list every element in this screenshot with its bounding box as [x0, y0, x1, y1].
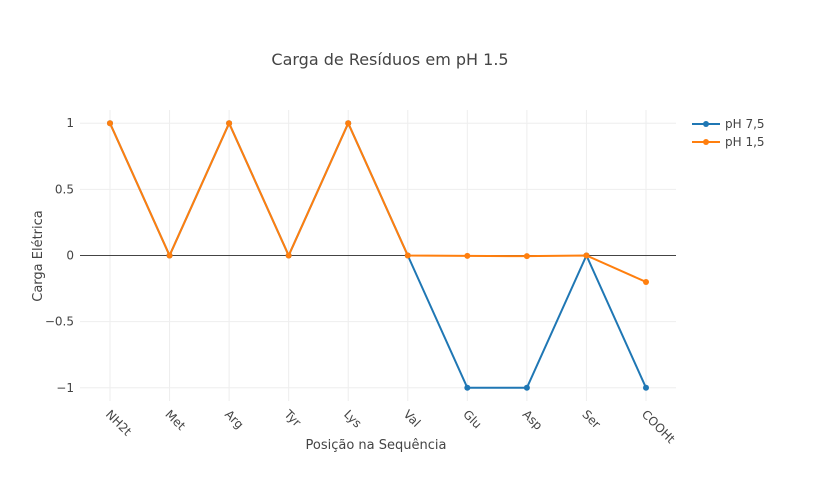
x-tick-label: Lys [341, 407, 364, 430]
x-tick-label: Ser [579, 407, 603, 431]
y-tick-label: 0 [66, 249, 74, 263]
data-point [404, 252, 411, 259]
legend-marker [703, 139, 709, 145]
data-point [583, 252, 590, 259]
legend-item[interactable]: pH 1,5 [692, 135, 765, 149]
y-tick-label: −0.5 [45, 315, 74, 329]
x-tick-label: COOHt [639, 407, 678, 446]
legend-marker [703, 121, 709, 127]
data-point [643, 278, 649, 285]
x-tick-label: Asp [520, 407, 546, 433]
x-tick-label: Glu [460, 407, 484, 431]
chart-title: Carga de Resíduos em pH 1.5 [271, 50, 508, 69]
x-tick-label: Val [401, 407, 424, 430]
data-point [226, 120, 233, 127]
x-tick-label: Arg [222, 407, 246, 431]
series-group [107, 120, 649, 285]
legend-label: pH 7,5 [725, 117, 765, 131]
data-point [464, 384, 471, 391]
legend-label: pH 1,5 [725, 135, 765, 149]
x-tick-label: Met [162, 407, 188, 433]
data-point [285, 252, 292, 259]
x-tick-label: Tyr [281, 407, 304, 430]
legend-item[interactable]: pH 7,5 [692, 117, 765, 131]
y-axis-ticks: 1 0.5 0 −0.5 −1 [45, 116, 74, 395]
plot-series [107, 120, 649, 391]
legend[interactable]: pH 7,5 pH 1,5 [692, 117, 765, 149]
series-line [109, 120, 647, 283]
data-point [643, 384, 649, 391]
data-point [166, 252, 173, 259]
data-point [523, 384, 530, 391]
y-tick-label: −1 [56, 381, 74, 395]
y-axis-label: Carga Elétrica [31, 210, 46, 302]
data-point [107, 120, 113, 127]
data-point [345, 120, 352, 127]
y-tick-label: 0.5 [55, 182, 74, 196]
data-point [523, 253, 530, 260]
data-point [464, 252, 471, 259]
x-axis-label: Posição na Sequência [306, 438, 447, 453]
x-tick-label: NH2t [103, 407, 135, 439]
y-tick-label: 1 [66, 116, 74, 130]
